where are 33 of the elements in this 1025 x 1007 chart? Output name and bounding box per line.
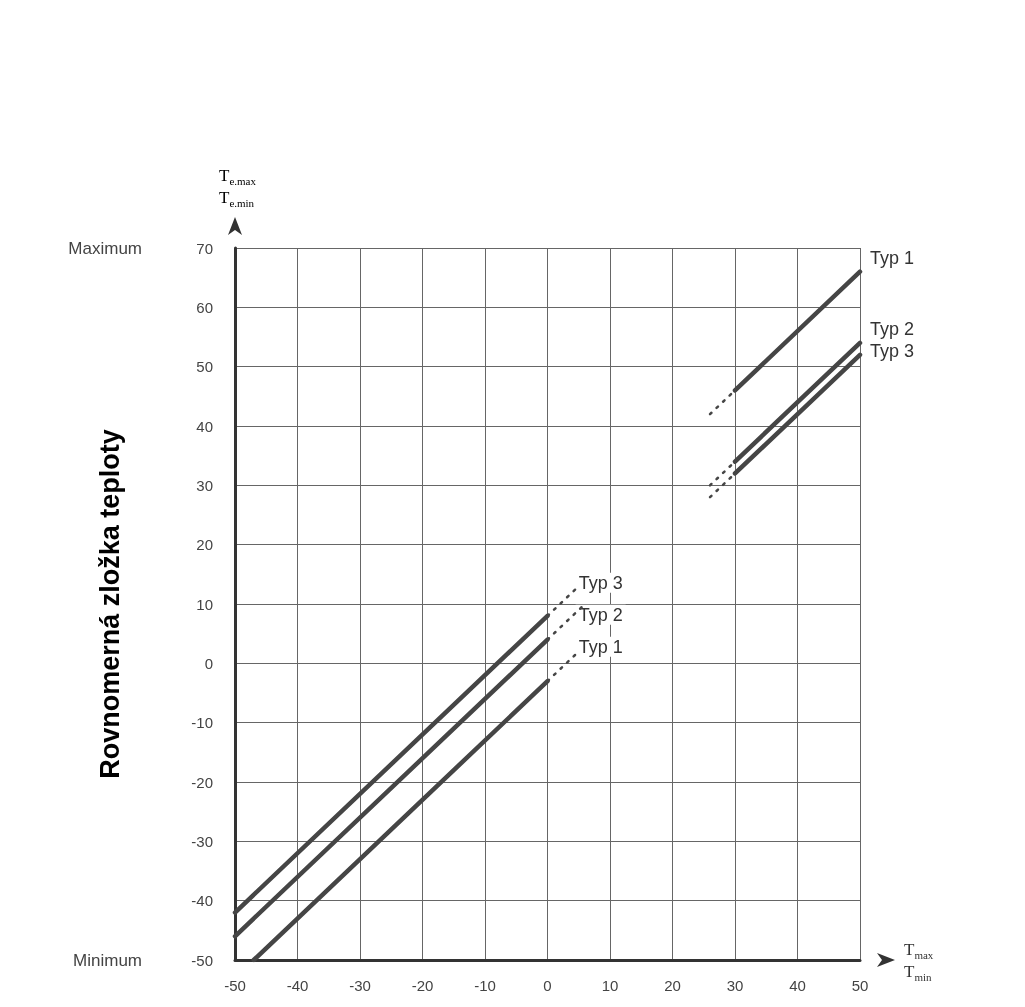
x-tick-label: -20	[411, 977, 434, 994]
y-tick-label: 50	[196, 358, 213, 376]
y-tick-label: 30	[196, 476, 213, 494]
x-tick-label: -50	[224, 977, 246, 994]
y-tick-label: 40	[196, 417, 213, 435]
text: Maximum	[68, 238, 142, 258]
y-tick-label: -40	[191, 892, 213, 910]
y-axis-title: Rovnomerná zložka teploty	[94, 429, 125, 779]
annotation: Typ 1	[578, 636, 623, 657]
series-label: Typ 2	[870, 318, 915, 339]
series-label: Typ 3	[870, 340, 915, 361]
x-tick-label: 0	[543, 977, 552, 994]
x-tick-label: -30	[349, 977, 371, 994]
y-tick-label: 0	[204, 654, 213, 672]
annotation: Typ 2	[578, 604, 623, 625]
y-tick-label: -10	[191, 714, 213, 732]
x-tick-label: 30	[726, 977, 744, 994]
y-tick-label: -20	[191, 773, 213, 791]
y-tick-label: 10	[196, 595, 213, 613]
x-tick-label: 40	[789, 977, 806, 994]
x-tick-label: 50	[851, 977, 869, 994]
x-tick-label: -40	[286, 977, 309, 994]
x-tick-label: 10	[601, 977, 619, 994]
x-tick-label: -10	[474, 977, 496, 994]
y-tick-label: 20	[196, 536, 213, 554]
y-tick-label: 60	[196, 298, 213, 316]
y-tick-label: -50	[191, 951, 213, 969]
text: Minimum	[73, 950, 142, 970]
series-label: Typ 1	[870, 247, 915, 268]
y-tick-label: -30	[191, 832, 213, 850]
annotation: Typ 3	[578, 572, 623, 593]
x-tick-label: 20	[664, 977, 681, 994]
y-tick-label: 70	[196, 239, 213, 257]
